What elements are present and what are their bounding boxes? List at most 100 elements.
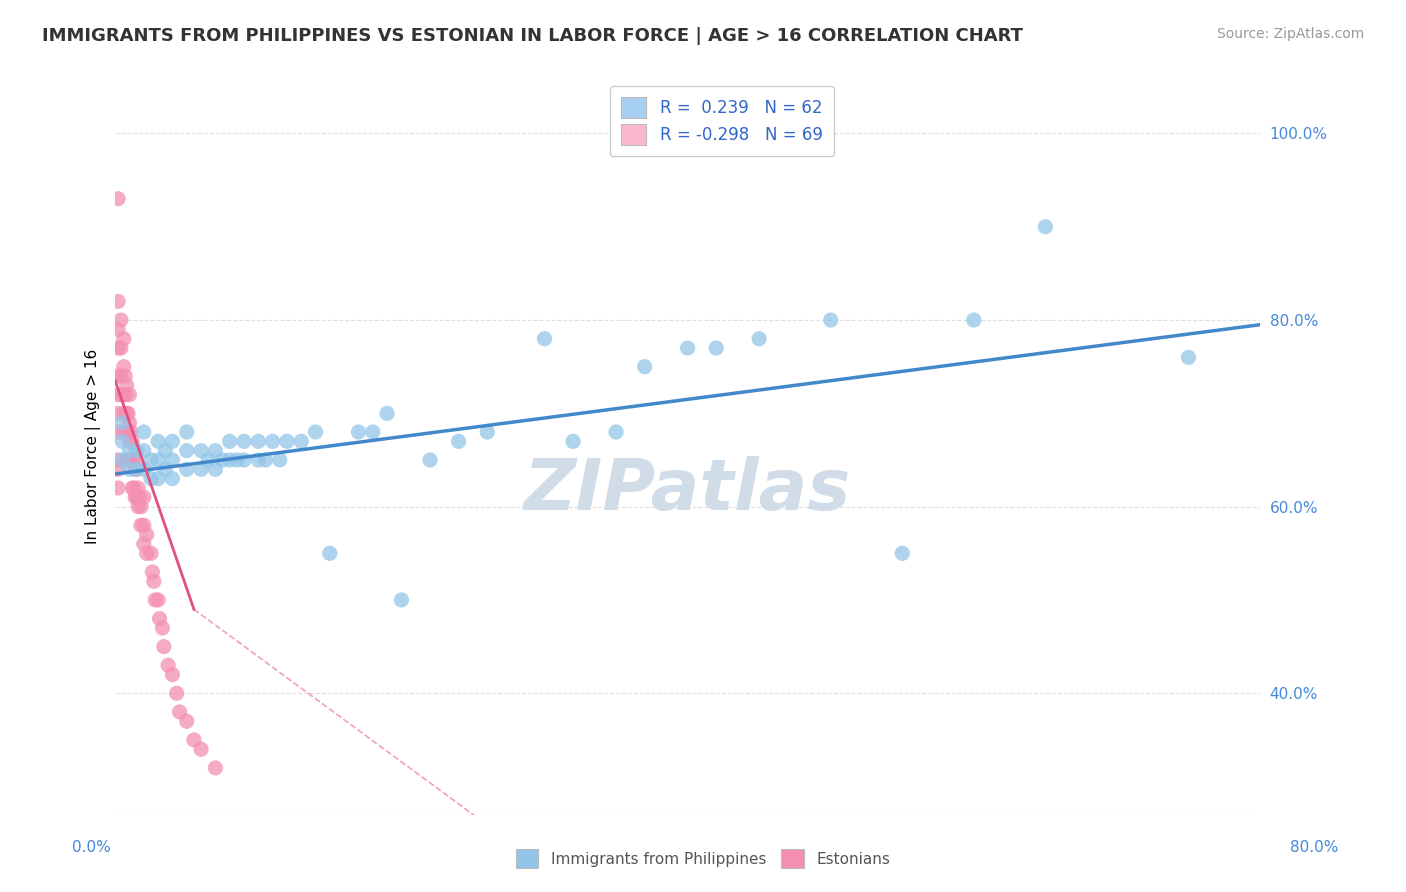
Point <box>389 593 412 607</box>
Point <box>117 406 139 420</box>
Point <box>111 453 134 467</box>
Point <box>533 332 555 346</box>
Point <box>112 425 135 439</box>
Point <box>139 472 162 486</box>
Point <box>190 742 212 756</box>
Text: Source: ZipAtlas.com: Source: ZipAtlas.com <box>1216 27 1364 41</box>
Point <box>110 369 132 384</box>
Point <box>152 621 174 635</box>
Point <box>225 453 247 467</box>
Point <box>120 453 142 467</box>
Point <box>114 387 136 401</box>
Point <box>139 546 162 560</box>
Point <box>107 481 129 495</box>
Point <box>118 453 141 467</box>
Point <box>247 453 270 467</box>
Point <box>111 434 134 449</box>
Point <box>218 434 240 449</box>
Point <box>112 359 135 374</box>
Point <box>190 443 212 458</box>
Point <box>176 714 198 729</box>
Point <box>146 472 169 486</box>
Point <box>121 434 143 449</box>
Point <box>107 406 129 420</box>
Point <box>110 341 132 355</box>
Point <box>218 453 240 467</box>
Point <box>115 453 138 467</box>
Point <box>176 425 198 439</box>
Point <box>162 472 184 486</box>
Point <box>155 443 177 458</box>
Point <box>120 425 142 439</box>
Point <box>125 443 148 458</box>
Point <box>375 406 398 420</box>
Point <box>129 518 152 533</box>
Point <box>963 313 986 327</box>
Point <box>118 416 141 430</box>
Point <box>124 462 146 476</box>
Point <box>820 313 842 327</box>
Point <box>891 546 914 560</box>
Point <box>166 686 188 700</box>
Y-axis label: In Labor Force | Age > 16: In Labor Force | Age > 16 <box>86 349 101 543</box>
Point <box>146 453 169 467</box>
Point <box>447 434 470 449</box>
Point <box>124 491 146 505</box>
Point <box>129 500 152 514</box>
Point <box>157 658 180 673</box>
Point <box>107 341 129 355</box>
Point <box>262 434 284 449</box>
Point <box>112 332 135 346</box>
Point <box>132 537 155 551</box>
Point <box>107 462 129 476</box>
Point <box>125 462 148 476</box>
Point <box>704 341 727 355</box>
Point <box>197 453 219 467</box>
Point <box>204 443 226 458</box>
Point <box>118 387 141 401</box>
Point <box>112 406 135 420</box>
Point <box>146 434 169 449</box>
Point <box>319 546 342 560</box>
Point <box>142 574 165 589</box>
Point <box>117 425 139 439</box>
Point <box>132 443 155 458</box>
Point <box>107 425 129 439</box>
Point <box>110 313 132 327</box>
Point <box>121 481 143 495</box>
Point <box>1033 219 1056 234</box>
Point <box>290 434 312 449</box>
Text: 80.0%: 80.0% <box>1291 840 1339 855</box>
Point <box>562 434 585 449</box>
Point <box>107 322 129 336</box>
Point <box>361 425 384 439</box>
Point <box>155 462 177 476</box>
Point <box>122 453 145 467</box>
Point <box>676 341 699 355</box>
Point <box>121 453 143 467</box>
Legend: R =  0.239   N = 62, R = -0.298   N = 69: R = 0.239 N = 62, R = -0.298 N = 69 <box>610 86 834 156</box>
Point <box>233 453 256 467</box>
Point <box>190 462 212 476</box>
Point <box>118 434 141 449</box>
Point <box>254 453 277 467</box>
Point <box>146 593 169 607</box>
Point <box>269 453 291 467</box>
Point <box>169 705 191 719</box>
Point <box>107 192 129 206</box>
Point <box>143 593 166 607</box>
Point <box>162 667 184 681</box>
Point <box>107 453 129 467</box>
Point <box>204 462 226 476</box>
Point <box>132 462 155 476</box>
Point <box>162 453 184 467</box>
Point <box>127 481 149 495</box>
Text: IMMIGRANTS FROM PHILIPPINES VS ESTONIAN IN LABOR FORCE | AGE > 16 CORRELATION CH: IMMIGRANTS FROM PHILIPPINES VS ESTONIAN … <box>42 27 1024 45</box>
Point <box>115 378 138 392</box>
Point <box>112 387 135 401</box>
Point <box>127 500 149 514</box>
Point <box>153 640 176 654</box>
Text: ZIPatlas: ZIPatlas <box>524 456 851 524</box>
Point <box>276 434 298 449</box>
Point <box>107 369 129 384</box>
